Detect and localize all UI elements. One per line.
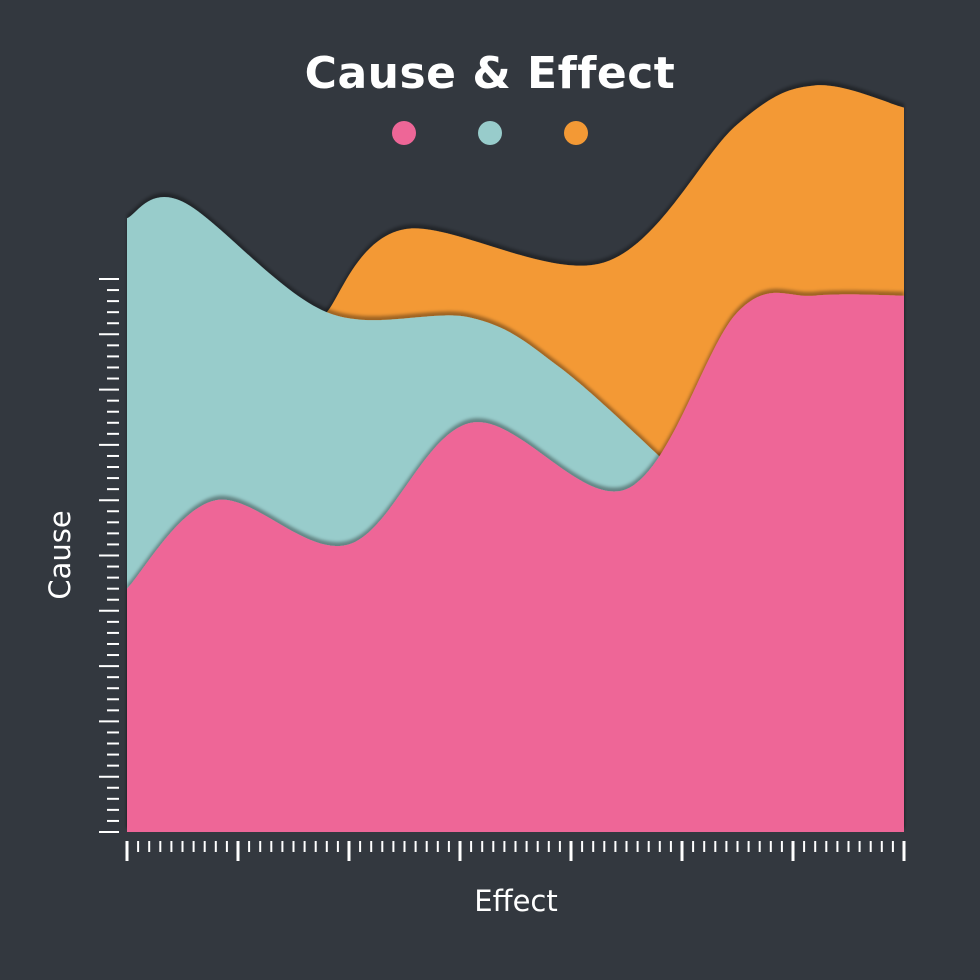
axes — [99, 278, 906, 861]
series-areas — [127, 85, 904, 833]
chart-title: Cause & Effect — [304, 48, 676, 99]
legend — [0, 121, 980, 145]
y-axis-label: Cause — [43, 510, 77, 600]
legend-dot-orange — [564, 121, 588, 145]
legend-dot-teal — [478, 121, 502, 145]
x-axis-label: Effect — [474, 884, 558, 918]
series-area-pink — [127, 292, 904, 833]
legend-dot-pink — [392, 121, 416, 145]
